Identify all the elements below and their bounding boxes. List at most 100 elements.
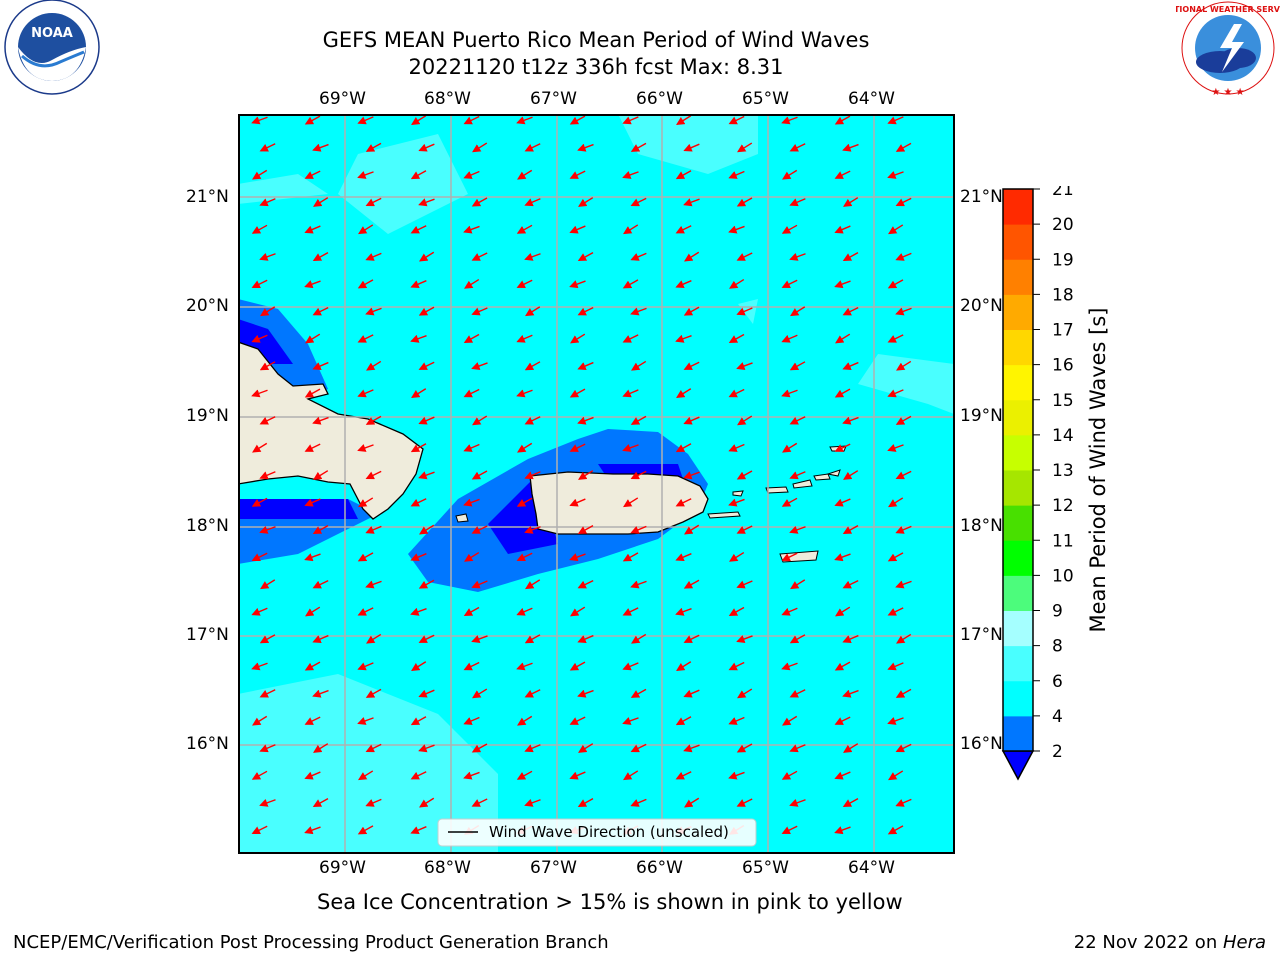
colorbar-tick-label: 12 bbox=[1052, 496, 1074, 516]
lat-label-left: 20°N bbox=[186, 296, 229, 316]
wind-wave-vector bbox=[683, 416, 700, 425]
wind-wave-vector bbox=[471, 307, 488, 316]
lon-label-bottom: 65°W bbox=[742, 858, 789, 878]
wind-wave-vector bbox=[834, 661, 851, 671]
wind-wave-vector bbox=[516, 334, 533, 343]
wind-wave-vector bbox=[622, 607, 639, 616]
wind-wave-vector bbox=[357, 552, 374, 562]
wind-wave-vector bbox=[683, 306, 700, 316]
light-period-zone bbox=[338, 134, 468, 234]
wind-wave-vector bbox=[728, 225, 745, 234]
vector-legend: Wind Wave Direction (unscaled) bbox=[437, 818, 757, 847]
wind-wave-vector bbox=[675, 553, 692, 562]
wind-wave-vector bbox=[728, 170, 745, 179]
wind-wave-vector bbox=[683, 689, 700, 698]
wind-wave-vector bbox=[524, 744, 541, 753]
tortola-island bbox=[813, 473, 831, 481]
wind-wave-vector bbox=[516, 607, 533, 616]
wind-wave-vector bbox=[304, 225, 321, 234]
wind-wave-vector bbox=[835, 333, 851, 344]
wind-wave-vector bbox=[842, 798, 859, 808]
wind-wave-vector bbox=[577, 252, 594, 262]
wind-wave-vector bbox=[834, 553, 851, 562]
wind-wave-vector bbox=[622, 334, 639, 343]
wind-wave-vector bbox=[675, 716, 692, 726]
wind-wave-vector bbox=[516, 497, 533, 507]
map-panel: Wind Wave Direction (unscaled) bbox=[238, 114, 955, 854]
colorbar-band bbox=[1003, 680, 1033, 717]
lon-label-top: 66°W bbox=[636, 89, 683, 109]
wind-wave-vector bbox=[418, 416, 435, 425]
wind-wave-vector bbox=[728, 498, 745, 507]
wind-wave-vector bbox=[252, 169, 268, 180]
wind-wave-vector bbox=[675, 607, 692, 616]
lon-label-top: 65°W bbox=[742, 89, 789, 109]
light-period-zone bbox=[738, 299, 758, 324]
wind-wave-vector bbox=[782, 442, 798, 453]
wind-wave-vector bbox=[569, 170, 586, 179]
wind-wave-vector bbox=[251, 116, 268, 125]
wind-wave-vector bbox=[675, 498, 692, 507]
wind-wave-vector bbox=[729, 551, 745, 562]
wind-wave-vector bbox=[418, 634, 435, 643]
colorbar-band bbox=[1003, 540, 1033, 576]
wind-wave-vector bbox=[259, 634, 276, 644]
wind-wave-vector bbox=[304, 826, 321, 835]
lat-label-right: 16°N bbox=[960, 734, 1003, 754]
wind-wave-vector bbox=[834, 388, 851, 398]
wind-wave-vector bbox=[736, 307, 753, 316]
wind-wave-vector bbox=[834, 225, 851, 234]
wind-wave-vector bbox=[524, 689, 541, 698]
colorbar-tick-label: 15 bbox=[1052, 391, 1074, 411]
lat-label-left: 16°N bbox=[186, 734, 229, 754]
wind-wave-vector bbox=[259, 252, 276, 261]
wind-wave-vector bbox=[781, 607, 798, 616]
wind-wave-vector bbox=[357, 279, 374, 289]
wind-wave-vector bbox=[304, 771, 321, 780]
wind-wave-vector bbox=[312, 798, 329, 808]
wind-wave-vector bbox=[569, 716, 586, 725]
wind-wave-vector bbox=[312, 416, 329, 425]
wind-wave-vector bbox=[834, 826, 851, 835]
wind-wave-vector bbox=[789, 143, 806, 152]
wind-wave-vector bbox=[631, 360, 647, 371]
wind-wave-vector bbox=[365, 197, 382, 207]
wind-wave-vector bbox=[410, 170, 427, 180]
wind-wave-vector bbox=[781, 279, 798, 289]
wind-wave-vector bbox=[411, 115, 427, 125]
footer-date-text: 22 Nov 2022 on bbox=[1073, 932, 1223, 953]
wind-wave-vector bbox=[570, 606, 586, 617]
wind-wave-vector bbox=[835, 606, 851, 617]
wind-wave-vector bbox=[251, 552, 268, 562]
wind-wave-vector bbox=[516, 116, 533, 125]
wind-wave-vector bbox=[675, 225, 692, 234]
colorbar-tick-label: 9 bbox=[1052, 602, 1063, 622]
wind-wave-vector bbox=[358, 497, 374, 508]
wind-wave-vector bbox=[782, 715, 798, 726]
light-period-zone bbox=[858, 354, 954, 414]
wind-wave-vector bbox=[410, 443, 427, 453]
wind-wave-vector bbox=[834, 498, 851, 507]
wind-wave-vector bbox=[251, 770, 268, 780]
wind-wave-vector bbox=[622, 170, 639, 179]
wind-wave-vector bbox=[834, 716, 851, 725]
wind-wave-vector bbox=[516, 389, 533, 398]
wind-wave-vector bbox=[517, 442, 533, 453]
noaa-logo-text: NOAA bbox=[31, 26, 73, 41]
wind-wave-vector bbox=[887, 279, 904, 289]
colorbar-band bbox=[1003, 364, 1033, 401]
wind-wave-vector bbox=[895, 743, 912, 753]
colorbar-band bbox=[1003, 434, 1033, 471]
wind-wave-vector bbox=[464, 278, 480, 289]
wind-wave-vector bbox=[675, 170, 692, 180]
wind-wave-vector bbox=[729, 278, 745, 289]
wind-wave-vector bbox=[683, 143, 700, 152]
wind-wave-vector bbox=[418, 143, 435, 152]
wind-wave-vector bbox=[622, 279, 639, 289]
wind-wave-vector bbox=[313, 470, 329, 480]
lon-label-top: 64°W bbox=[848, 89, 895, 109]
wind-wave-vector bbox=[630, 688, 647, 698]
wind-wave-vector bbox=[410, 607, 427, 616]
wind-wave-vector bbox=[304, 115, 321, 125]
wind-wave-vector bbox=[304, 443, 321, 452]
